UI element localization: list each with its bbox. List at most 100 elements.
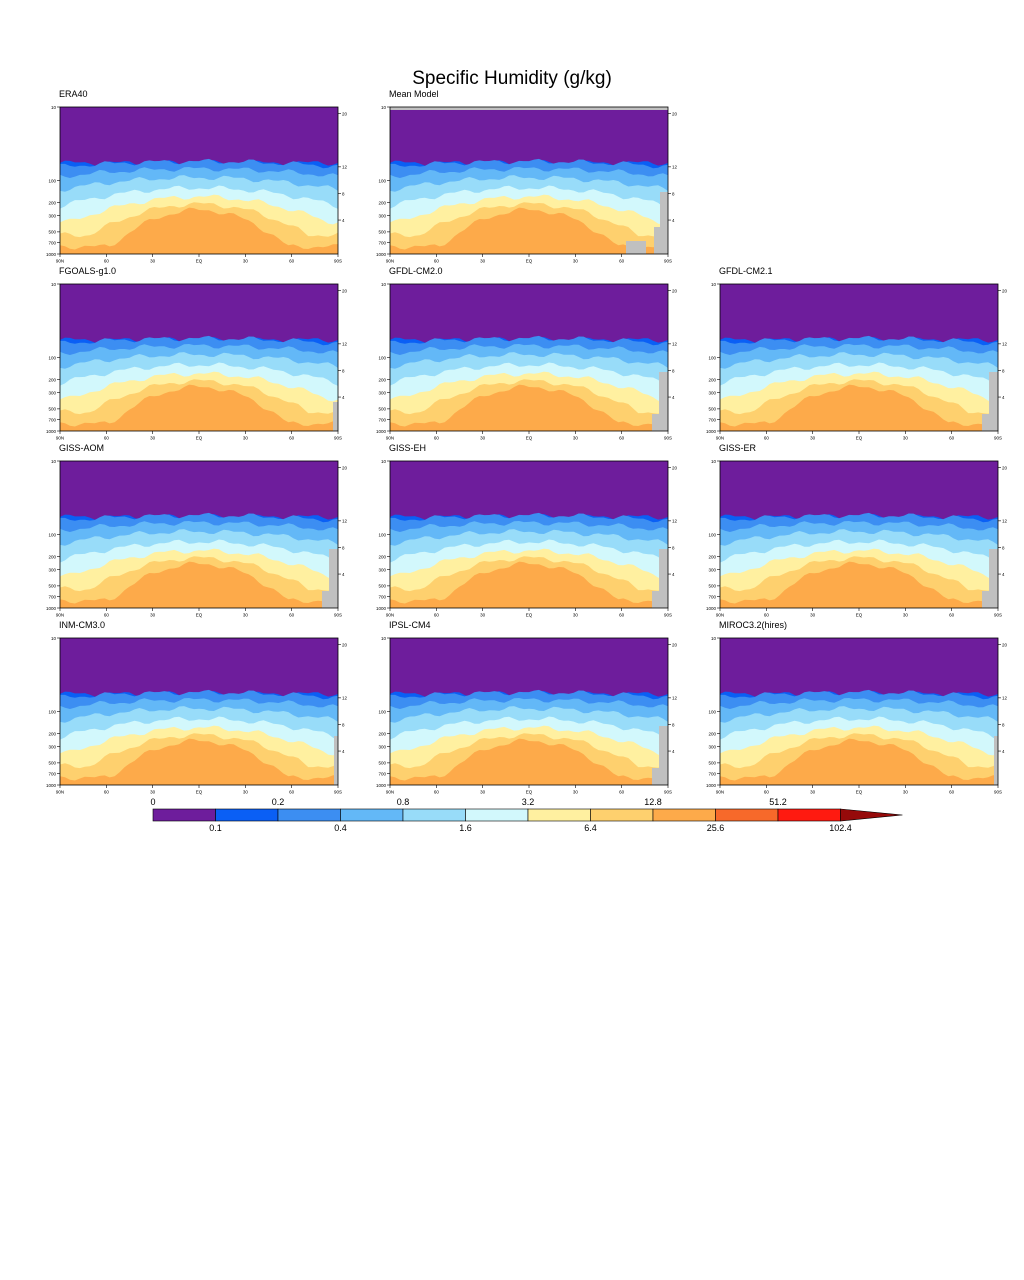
colorbar-label: 102.4 <box>829 823 852 833</box>
y-tick-label: 200 <box>378 200 386 205</box>
colorbar-swatch <box>777 808 841 822</box>
y-tick-label: 100 <box>48 709 56 714</box>
y2-tick-label: 20 <box>342 288 348 293</box>
y2-tick-label: 12 <box>342 519 348 524</box>
y-tick-label: 1000 <box>376 252 387 257</box>
y-tick-label: 300 <box>48 213 56 218</box>
y-tick-label: 500 <box>48 230 56 235</box>
panel: Mean Model 10 100 200 300 500 700 1000 20 12 8 4 90N… <box>376 89 678 264</box>
y2-tick-label: 12 <box>672 696 678 701</box>
panel: GISS-ER 10 100 200 300 500 700 1000 20 12 8 4 90N 60 3… <box>706 443 1008 618</box>
x-tick-label: EQ <box>526 259 533 264</box>
x-tick-label: 90N <box>386 259 394 264</box>
y-tick-label: 300 <box>378 567 386 572</box>
x-tick-label: 60 <box>949 613 955 618</box>
colorbar-swatch <box>590 808 654 822</box>
x-tick-label: 30 <box>810 790 816 795</box>
x-tick-label: 90N <box>386 436 394 441</box>
x-tick-label: 30 <box>150 436 156 441</box>
x-tick-label: 30 <box>480 436 486 441</box>
colorbar-swatch <box>402 808 466 822</box>
y-tick-label: 700 <box>48 594 56 599</box>
x-tick-label: EQ <box>196 436 203 441</box>
y2-tick-label: 12 <box>1002 519 1008 524</box>
y2-tick-label: 4 <box>1002 572 1005 577</box>
y2-tick-label: 8 <box>672 191 675 196</box>
contour-band <box>60 207 338 254</box>
missing-data <box>333 402 338 431</box>
contour-band <box>390 207 668 254</box>
y-tick-label: 300 <box>378 744 386 749</box>
panel-label: FGOALS-g1.0 <box>59 266 116 276</box>
x-tick-label: EQ <box>526 790 533 795</box>
x-tick-label: 60 <box>619 259 625 264</box>
x-tick-label: 90N <box>716 436 724 441</box>
y-tick-label: 700 <box>48 240 56 245</box>
panel: GFDL-CM2.1 10 100 200 300 500 700 1000 20 12 8 4 90N… <box>706 266 1008 441</box>
y-tick-label: 700 <box>378 771 386 776</box>
colorbar-swatch <box>215 808 279 822</box>
missing-data <box>660 192 668 254</box>
y-tick-label: 10 <box>51 636 57 641</box>
contour-band <box>60 738 338 785</box>
missing-data <box>659 549 668 608</box>
missing-data <box>659 372 668 431</box>
x-tick-label: 30 <box>243 613 249 618</box>
panel: GFDL-CM2.0 10 100 200 300 500 700 1000 20 12 8 4 90N… <box>376 266 678 441</box>
panel-label: GFDL-CM2.0 <box>389 266 443 276</box>
y2-tick-label: 20 <box>1002 465 1008 470</box>
panel: MIROC3.2(hires) 10 100 200 300 500 700 1000 20 12… <box>706 620 1008 795</box>
y2-tick-label: 4 <box>672 749 675 754</box>
colorbar-label: 51.2 <box>769 797 787 807</box>
y2-tick-label: 20 <box>672 111 678 116</box>
y-tick-label: 1000 <box>46 429 57 434</box>
panel: ERA40 10 100 200 300 500 700 1000 20 12 8 4 90N 60 30 E… <box>46 89 348 264</box>
colorbar-swatch <box>527 808 591 822</box>
contour-field <box>390 107 668 254</box>
contour-field <box>60 461 338 608</box>
y-tick-label: 1000 <box>376 606 387 611</box>
y-tick-label: 1000 <box>376 783 387 788</box>
y-tick-label: 300 <box>378 213 386 218</box>
y2-tick-label: 20 <box>342 465 348 470</box>
contour-field <box>60 284 338 431</box>
y-tick-label: 100 <box>708 709 716 714</box>
x-tick-label: EQ <box>856 790 863 795</box>
missing-data <box>334 736 338 785</box>
colorbar: 0 0.1 0.2 0.4 0.8 1.6 3.2 6.4 12.8 25.6 51.2 102.4 <box>150 797 903 833</box>
y2-tick-label: 20 <box>342 642 348 647</box>
contour-field <box>60 638 338 785</box>
missing-data <box>654 227 660 254</box>
x-tick-label: 60 <box>289 436 295 441</box>
x-tick-label: 60 <box>619 613 625 618</box>
missing-data <box>652 591 659 608</box>
y-tick-label: 100 <box>48 355 56 360</box>
y-tick-label: 200 <box>378 377 386 382</box>
missing-data <box>390 107 668 110</box>
x-tick-label: 30 <box>150 259 156 264</box>
x-tick-label: EQ <box>526 436 533 441</box>
x-tick-label: 90S <box>994 790 1002 795</box>
x-tick-label: 30 <box>480 613 486 618</box>
x-tick-label: 30 <box>573 436 579 441</box>
y-tick-label: 10 <box>381 459 387 464</box>
x-tick-label: 90S <box>664 259 672 264</box>
colorbar-label: 1.6 <box>459 823 472 833</box>
contour-field <box>720 461 998 608</box>
y2-tick-label: 8 <box>342 191 345 196</box>
y-tick-label: 300 <box>48 390 56 395</box>
contour-band <box>60 384 338 431</box>
x-tick-label: 30 <box>573 790 579 795</box>
y-tick-label: 700 <box>708 417 716 422</box>
panel-label: GISS-EH <box>389 443 426 453</box>
panel-label: INM-CM3.0 <box>59 620 105 630</box>
missing-data <box>982 414 989 431</box>
y-tick-label: 10 <box>711 282 717 287</box>
x-tick-label: 60 <box>764 613 770 618</box>
contour-field <box>60 107 338 254</box>
y2-tick-label: 8 <box>1002 545 1005 550</box>
y2-tick-label: 20 <box>1002 288 1008 293</box>
colorbar-label: 6.4 <box>584 823 597 833</box>
x-tick-label: 60 <box>949 436 955 441</box>
y-tick-label: 1000 <box>46 783 57 788</box>
